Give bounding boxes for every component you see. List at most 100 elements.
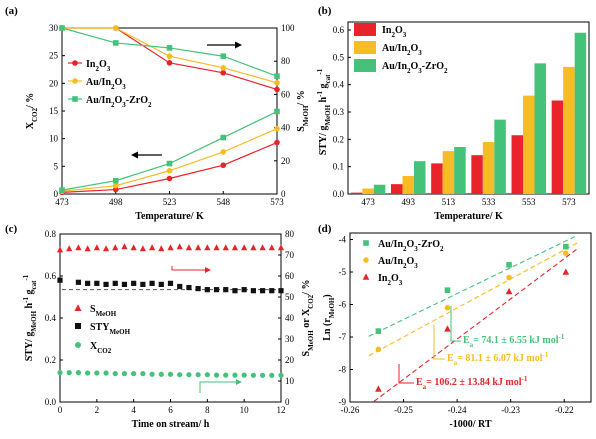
- data-point: [56, 246, 64, 253]
- legend-entry-part: 2: [391, 31, 395, 39]
- x-tick-label: 473: [55, 197, 69, 207]
- y-tick-label: 0.2: [333, 134, 344, 144]
- data-point: [232, 372, 238, 378]
- data-point: [563, 243, 569, 250]
- legend-swatch: [354, 23, 376, 36]
- data-point: [75, 279, 82, 285]
- data-point: [222, 244, 229, 251]
- data-point: [220, 53, 227, 60]
- data-point: [505, 287, 513, 295]
- y-tick-label: 0.5: [333, 52, 345, 62]
- fit-line: [373, 248, 578, 402]
- x-tick-label: -0.24: [448, 405, 467, 415]
- activation-energy-annotation-part: E: [416, 377, 423, 388]
- data-point: [102, 245, 110, 252]
- y-axis-label-part: g: [318, 84, 329, 92]
- y-tick-label-right: 30: [285, 334, 295, 344]
- legend-entry-part: Au/In: [378, 256, 403, 267]
- data-point: [84, 245, 91, 252]
- data-point: [103, 370, 109, 376]
- arrow-right-axis-head: [235, 41, 242, 49]
- data-point: [241, 287, 247, 293]
- panel-label: (d): [318, 223, 332, 235]
- y-axis-label-right-part: or X: [301, 308, 312, 330]
- y-tick-label: -7: [339, 332, 347, 342]
- data-point: [176, 243, 183, 250]
- data-point: [85, 370, 91, 376]
- legend-entry: Au/In2O3: [382, 43, 422, 57]
- y-tick-label-left: 0: [54, 189, 59, 199]
- legend-marker: [74, 304, 82, 311]
- legend-entry-part: O: [407, 256, 415, 267]
- legend-marker: [75, 323, 81, 329]
- data-point: [562, 268, 570, 275]
- data-point: [85, 280, 91, 286]
- data-point: [112, 244, 119, 251]
- y-axis-label-right-part: / %: [301, 280, 312, 296]
- bar: [402, 175, 414, 194]
- data-point: [112, 182, 119, 189]
- x-axis-label: -1000/ RT: [449, 419, 491, 430]
- callout-red-head: [205, 267, 211, 273]
- data-point: [268, 244, 275, 251]
- legend-entry-part: 3: [122, 83, 126, 91]
- panel-d: (d) -0.26 -0.25 -0.24 -0.23 -0.22 -9 -8 -7 -6 -5 -4…: [318, 223, 592, 430]
- data-point: [232, 288, 238, 294]
- legend-entry-part: 3: [107, 65, 111, 73]
- legend-swatch: [354, 41, 376, 54]
- data-point: [121, 243, 128, 250]
- legend-marker: [363, 240, 369, 246]
- data-point: [103, 281, 109, 287]
- y-tick-label-left: 5: [54, 161, 59, 171]
- activation-energy-annotation-part: E: [463, 335, 470, 346]
- y-tick-label: -9: [339, 397, 347, 407]
- x-tick-label: 2: [95, 405, 100, 415]
- x-tick-label: -0.25: [394, 405, 413, 415]
- data-point: [148, 244, 156, 251]
- bar: [391, 184, 403, 194]
- legend-entry-part: Au/In: [86, 95, 111, 106]
- y-axis-label-left: STY/ gMeOH h-1 gcat-1: [22, 274, 38, 361]
- activation-energy-annotation-part: a: [470, 341, 474, 349]
- legend-entry-part: S: [90, 304, 96, 315]
- y-axis-label-right-part: S: [296, 126, 307, 132]
- activation-energy-annotation-part: -1: [522, 375, 528, 383]
- y-axis-label-right: SMeOH/ %: [296, 90, 310, 131]
- data-point: [167, 244, 174, 251]
- data-point: [166, 45, 173, 51]
- data-point: [121, 371, 128, 377]
- data-point: [158, 281, 164, 287]
- y-tick-label-right: 0: [285, 397, 290, 407]
- y-axis-label-left-part: -1: [22, 274, 30, 280]
- x-tick-label: 498: [109, 197, 123, 207]
- data-point: [166, 167, 173, 174]
- y-axis-label-right-part: MeOH: [302, 105, 310, 126]
- y-tick-label-right: 20: [281, 156, 291, 166]
- data-point: [563, 250, 569, 256]
- legend-entry: In2O3: [378, 273, 403, 287]
- legend-entry-part: 2: [440, 245, 444, 253]
- legend-entry-part: 3: [414, 262, 418, 270]
- y-axis-label: Ln (rMeOH): [322, 294, 336, 340]
- data-point: [166, 60, 173, 66]
- data-point: [112, 371, 118, 377]
- legend-entry: Au/In2O3-ZrO2: [378, 239, 444, 253]
- legend-entry-part: -ZrO: [418, 239, 440, 250]
- bar: [471, 155, 483, 194]
- data-point: [259, 372, 266, 378]
- data-point: [274, 86, 280, 93]
- data-point: [140, 371, 146, 377]
- bar: [563, 66, 575, 194]
- data-point: [75, 370, 82, 376]
- y-tick-label-left: 0.2: [45, 355, 56, 365]
- y-tick-label-right: 10: [285, 376, 295, 386]
- data-point: [274, 79, 280, 86]
- legend-entry: STYMeOH: [90, 322, 131, 336]
- y-tick-label-right: 20: [285, 355, 295, 365]
- legend-marker: [363, 257, 369, 263]
- data-point: [269, 372, 275, 378]
- y-axis-label-part: MeOH: [324, 104, 332, 125]
- legend-entry-part: O: [411, 61, 419, 72]
- data-point: [231, 244, 239, 251]
- activation-energy-annotation-part: -1: [543, 351, 549, 359]
